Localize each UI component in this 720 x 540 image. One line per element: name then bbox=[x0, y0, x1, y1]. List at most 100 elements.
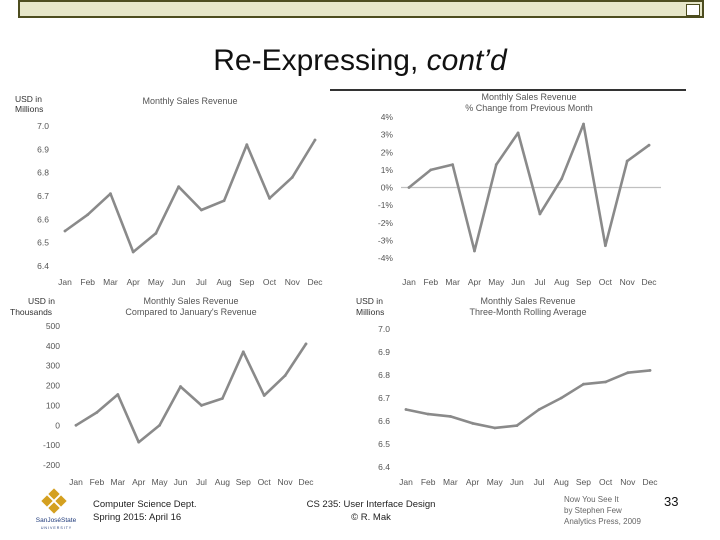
chart-subtitle: % Change from Previous Month bbox=[465, 103, 593, 113]
data-point bbox=[515, 424, 519, 427]
y-tick-label: 1% bbox=[381, 165, 394, 175]
data-point bbox=[407, 186, 411, 189]
logo-text: SanJoséState bbox=[36, 517, 77, 524]
data-point bbox=[74, 423, 78, 427]
data-point bbox=[560, 177, 564, 181]
x-tick-label: Jun bbox=[511, 277, 525, 287]
x-tick-label: May bbox=[488, 277, 505, 287]
footer-center: CS 235: User Interface Design © R. Mak bbox=[294, 498, 448, 524]
data-point bbox=[429, 168, 433, 172]
x-tick-label: Feb bbox=[90, 477, 105, 487]
data-point bbox=[582, 122, 585, 126]
data-point bbox=[131, 250, 135, 254]
footer-author: © R. Mak bbox=[351, 512, 391, 523]
x-tick-label: Feb bbox=[80, 277, 95, 287]
y-tick-label: 6.5 bbox=[378, 439, 390, 449]
x-tick-label: Apr bbox=[132, 477, 145, 487]
x-tick-label: Jul bbox=[196, 477, 207, 487]
data-point bbox=[604, 380, 608, 384]
x-tick-label: May bbox=[487, 477, 504, 487]
x-tick-label: Aug bbox=[554, 277, 569, 287]
chart-title: Monthly Sales Revenue bbox=[480, 296, 575, 306]
y-axis-label: USD in bbox=[28, 296, 55, 306]
y-tick-label: 6.5 bbox=[37, 238, 49, 248]
y-tick-label: 6.9 bbox=[378, 347, 390, 357]
credit: Now You See It by Stephen Few Analytics … bbox=[564, 494, 641, 527]
y-tick-label: 0% bbox=[381, 183, 394, 193]
data-point bbox=[404, 408, 408, 411]
y-tick-label: -100 bbox=[43, 440, 60, 450]
series-line bbox=[404, 369, 652, 430]
y-tick-label: 200 bbox=[46, 381, 60, 391]
x-tick-label: Nov bbox=[278, 477, 294, 487]
data-point bbox=[448, 415, 452, 418]
y-axis-label: Thousands bbox=[10, 307, 52, 317]
data-point bbox=[626, 371, 630, 375]
y-tick-label: -3% bbox=[378, 235, 394, 245]
data-point bbox=[109, 192, 112, 196]
y-tick-label: 2% bbox=[381, 147, 394, 157]
data-point bbox=[179, 385, 182, 388]
sjsu-logo: SanJoséState U N I V E R S I T Y bbox=[36, 488, 77, 530]
y-tick-label: 3% bbox=[381, 130, 394, 140]
data-point bbox=[116, 393, 120, 396]
data-point bbox=[471, 421, 474, 425]
footer-date: Spring 2015: April 16 bbox=[93, 512, 182, 523]
series-line bbox=[63, 138, 317, 254]
x-tick-label: Jul bbox=[534, 277, 545, 287]
x-tick-label: Mar bbox=[443, 477, 458, 487]
y-tick-label: 100 bbox=[46, 400, 60, 410]
data-point bbox=[262, 394, 266, 397]
x-tick-label: Jul bbox=[534, 477, 545, 487]
data-point bbox=[516, 131, 520, 135]
x-tick-label: Jun bbox=[174, 477, 188, 487]
x-tick-label: Jan bbox=[399, 477, 413, 487]
x-tick-label: Jun bbox=[510, 477, 524, 487]
data-point bbox=[154, 231, 158, 235]
data-point bbox=[283, 374, 287, 378]
chart-title: Monthly Sales Revenue bbox=[142, 96, 237, 106]
data-point bbox=[451, 163, 455, 166]
y-tick-label: 6.6 bbox=[37, 214, 49, 224]
y-tick-label: 0 bbox=[55, 420, 60, 430]
x-tick-label: Apr bbox=[127, 277, 140, 287]
data-point bbox=[241, 350, 245, 354]
x-tick-label: Dec bbox=[641, 277, 657, 287]
footer-course: CS 235: User Interface Design bbox=[306, 499, 436, 510]
x-tick-label: Sep bbox=[239, 277, 254, 287]
y-tick-label: 6.7 bbox=[37, 191, 49, 201]
y-tick-label: 6.8 bbox=[378, 370, 390, 380]
data-point bbox=[603, 244, 607, 248]
window-square-icon bbox=[686, 4, 700, 16]
y-tick-label: 7.0 bbox=[37, 121, 49, 131]
y-tick-label: 6.9 bbox=[37, 144, 49, 154]
data-point bbox=[86, 213, 90, 217]
y-tick-label: 6.4 bbox=[37, 261, 49, 271]
x-tick-label: Oct bbox=[258, 477, 272, 487]
x-tick-label: Mar bbox=[103, 277, 118, 287]
title-italic: cont’d bbox=[426, 44, 507, 77]
data-point bbox=[222, 199, 226, 203]
x-tick-label: Sep bbox=[236, 477, 251, 487]
x-tick-label: Nov bbox=[620, 477, 636, 487]
x-tick-label: Sep bbox=[576, 277, 591, 287]
x-tick-label: Nov bbox=[285, 277, 301, 287]
y-tick-label: 6.6 bbox=[378, 416, 390, 426]
data-point bbox=[648, 369, 652, 372]
data-point bbox=[304, 342, 308, 346]
credit-publisher: Analytics Press, 2009 bbox=[564, 517, 641, 526]
credit-book: Now You See It bbox=[564, 495, 619, 504]
x-tick-label: May bbox=[148, 277, 165, 287]
logo-subtext: U N I V E R S I T Y bbox=[41, 526, 72, 530]
data-point bbox=[426, 412, 430, 416]
data-point bbox=[220, 397, 224, 400]
data-point bbox=[245, 143, 249, 147]
x-tick-label: Nov bbox=[620, 277, 636, 287]
data-point bbox=[137, 440, 141, 444]
y-tick-label: 6.4 bbox=[378, 462, 390, 472]
data-point bbox=[158, 423, 162, 427]
x-tick-label: Feb bbox=[423, 277, 438, 287]
x-tick-label: Dec bbox=[307, 277, 323, 287]
